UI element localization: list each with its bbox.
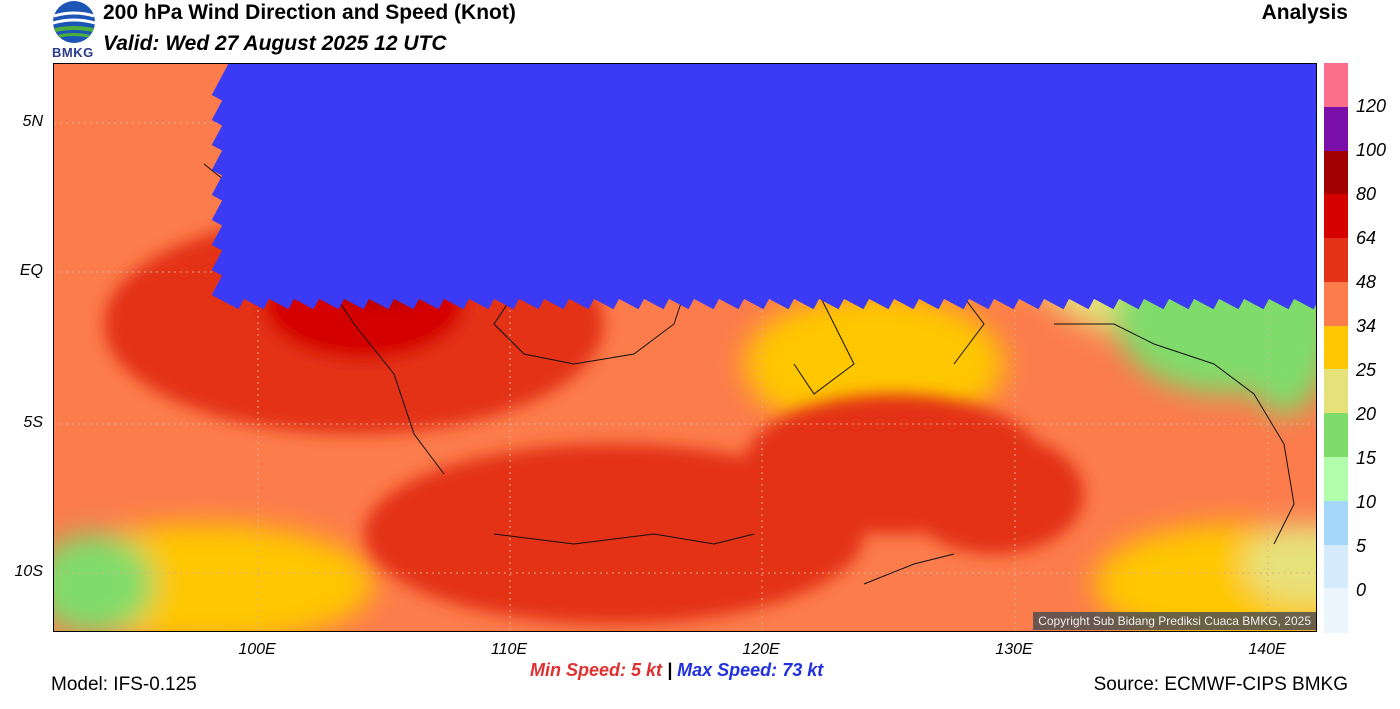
legend-label-100: 100 (1356, 140, 1387, 160)
wind-barb-icon (1315, 64, 1316, 278)
legend-label-48: 48 (1356, 272, 1377, 292)
lat-label-5n: 5N (22, 113, 43, 130)
wind-barb-icon (1315, 64, 1316, 153)
color-legend (1324, 63, 1348, 633)
legend-swatch (1324, 413, 1348, 458)
legend-swatch (1324, 544, 1348, 589)
wind-barb-icon (1315, 64, 1316, 228)
bmkg-logo-icon (50, 0, 102, 60)
legend-swatch (1324, 588, 1348, 633)
coastlines (203, 133, 1295, 585)
lat-label-5s: 5S (23, 414, 43, 431)
lon-label-130e: 130E (995, 641, 1033, 658)
valid-time: Valid: Wed 27 August 2025 12 UTC (103, 32, 447, 55)
legend-label-0: 0 (1356, 580, 1367, 600)
lat-label-10s: 10S (14, 563, 43, 580)
legend-swatch (1324, 325, 1348, 370)
chart-title: 200 hPa Wind Direction and Speed (Knot) (103, 1, 516, 24)
legend-swatch (1324, 500, 1348, 546)
speed-summary: Min Speed: 5 kt | Max Speed: 73 kt (530, 660, 823, 681)
legend-swatch (1324, 106, 1348, 152)
wind-barb-icon (1315, 64, 1316, 253)
lon-label-120e: 120E (742, 641, 780, 658)
wind-barb-icon (1315, 64, 1316, 128)
legend-label-20: 20 (1356, 404, 1377, 424)
legend-label-80: 80 (1356, 184, 1377, 204)
copyright-notice: Copyright Sub Bidang Prediksi Cuaca BMKG… (1033, 612, 1316, 630)
wind-barb-icon (1315, 64, 1316, 203)
legend-label-25: 25 (1356, 360, 1377, 380)
legend-label-15: 15 (1356, 448, 1377, 468)
legend-swatch (1324, 456, 1348, 502)
max-speed-label: Max Speed: (677, 660, 778, 680)
model-info: Model: IFS-0.125 (51, 674, 197, 695)
source-info: Source: ECMWF-CIPS BMKG (1093, 674, 1348, 695)
legend-label-120: 120 (1356, 96, 1387, 116)
wind-speed-map (53, 63, 1317, 632)
lon-label-100e: 100E (238, 641, 276, 658)
wind-barb-icon (1315, 64, 1316, 303)
wind-barb-icon (1315, 64, 1316, 103)
min-speed-value: 5 kt (631, 660, 663, 680)
legend-swatch (1324, 63, 1348, 108)
logo-text: BMKG (52, 45, 94, 60)
legend-swatch (1324, 194, 1348, 239)
legend-swatch (1324, 369, 1348, 414)
legend-label-64: 64 (1356, 228, 1377, 248)
lat-label-eq: EQ (19, 262, 43, 279)
legend-label-10: 10 (1356, 492, 1377, 512)
legend-label-34: 34 (1356, 316, 1377, 336)
lon-label-140e: 140E (1248, 641, 1286, 658)
legend-swatch (1324, 281, 1348, 327)
legend-swatch (1324, 150, 1348, 195)
wind-barb-icon (1315, 64, 1316, 178)
lon-label-110e: 110E (490, 641, 528, 658)
max-speed-value: 73 kt (782, 660, 824, 680)
legend-label-5: 5 (1356, 536, 1367, 556)
min-speed-label: Min Speed: (530, 660, 627, 680)
product-type: Analysis (1261, 1, 1348, 24)
speed-separator: | (667, 660, 673, 680)
wind-barbs (90, 64, 1316, 303)
legend-swatch (1324, 238, 1348, 283)
